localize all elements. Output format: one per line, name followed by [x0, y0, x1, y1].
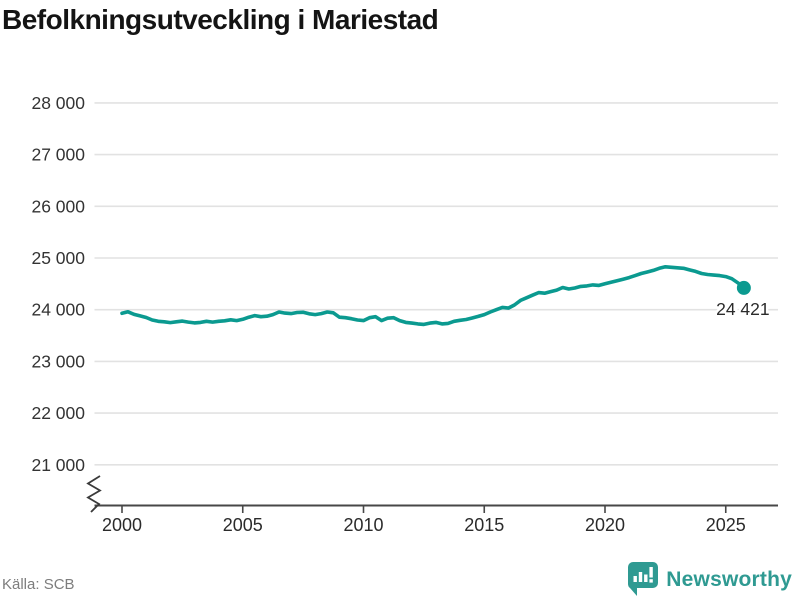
last-point-label: 24 421	[716, 299, 770, 319]
x-tick-label: 2000	[102, 515, 142, 535]
x-tick-label: 2005	[223, 515, 263, 535]
y-tick-label: 22 000	[31, 403, 85, 423]
newsworthy-icon	[628, 562, 659, 596]
newsworthy-wordmark: Newsworthy	[666, 567, 792, 591]
y-tick-label: 21 000	[31, 455, 85, 475]
source-label: Källa: SCB	[2, 576, 75, 593]
y-tick-label: 24 000	[31, 300, 85, 320]
x-tick-label: 2015	[464, 515, 504, 535]
newsworthy-logo: Newsworthy	[626, 561, 792, 598]
x-tick-label: 2020	[585, 515, 625, 535]
population-line	[120, 264, 746, 327]
chart-title: Befolkningsutveckling i Mariestad	[2, 4, 439, 35]
y-tick-label: 27 000	[31, 145, 85, 165]
y-tick-label: 26 000	[31, 196, 85, 216]
x-tick-label: 2025	[706, 515, 746, 535]
y-tick-label: 28 000	[31, 93, 85, 113]
x-tick-label: 2010	[343, 515, 383, 535]
axis-break-icon	[86, 475, 102, 513]
last-point-marker	[736, 280, 751, 295]
y-tick-label: 23 000	[31, 351, 85, 371]
y-tick-label: 25 000	[31, 248, 85, 268]
